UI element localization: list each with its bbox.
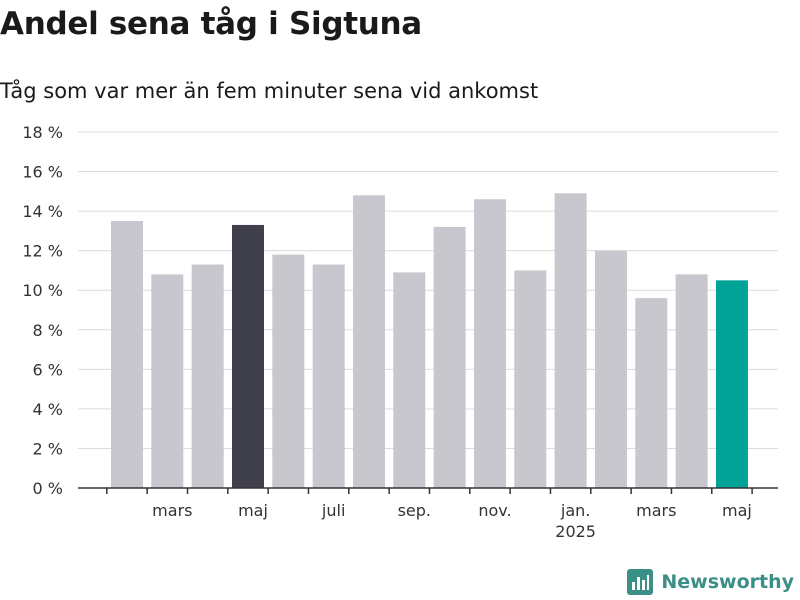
y-tick-label: 6 % <box>33 360 63 379</box>
bar <box>473 199 506 488</box>
x-tick-label: maj <box>238 501 268 520</box>
bar <box>111 221 143 488</box>
brand-name: Newsworthy <box>661 571 794 593</box>
bar <box>312 264 345 488</box>
bar <box>715 280 748 488</box>
bar <box>352 195 385 488</box>
x-tick-label: juli <box>321 501 345 520</box>
y-tick-label: 18 % <box>22 123 63 142</box>
bar <box>151 274 184 488</box>
y-tick-label: 16 % <box>22 163 63 182</box>
x-tick-label: maj <box>722 501 752 520</box>
x-tick-sublabel: 2025 <box>555 522 596 541</box>
bar <box>393 272 426 488</box>
bar <box>554 193 587 489</box>
x-tick-label: mars <box>152 501 192 520</box>
x-tick-label: nov. <box>478 501 511 520</box>
bar <box>231 224 264 488</box>
chart-subtitle: Tåg som var mer än fem minuter sena vid … <box>0 79 539 103</box>
x-tick-label: jan. <box>560 501 590 520</box>
bar <box>433 226 466 488</box>
x-tick-label: mars <box>636 501 676 520</box>
brand-logo[interactable]: Newsworthy <box>627 569 794 595</box>
x-tick-label: sep. <box>398 501 431 520</box>
bar <box>191 264 224 488</box>
bar <box>675 274 708 488</box>
bar <box>635 298 668 488</box>
bar-chart: 0 % 2 % 4 % 6 % 8 % 10 % 12 % 14 % 16 % 18 % mars m… <box>22 123 778 541</box>
y-tick-label: 2 % <box>33 439 63 458</box>
chart-title: Andel sena tåg i Sigtuna <box>0 6 422 42</box>
y-tick-label: 12 % <box>22 242 63 261</box>
y-tick-label: 8 % <box>33 321 63 340</box>
bar <box>272 254 305 488</box>
bar <box>594 250 627 488</box>
y-tick-label: 4 % <box>33 400 63 419</box>
y-tick-label: 14 % <box>22 202 63 221</box>
bar-chart-logo-icon <box>627 569 654 595</box>
y-tick-label: 10 % <box>22 281 63 300</box>
y-tick-label: 0 % <box>33 479 63 498</box>
bar <box>514 270 547 488</box>
